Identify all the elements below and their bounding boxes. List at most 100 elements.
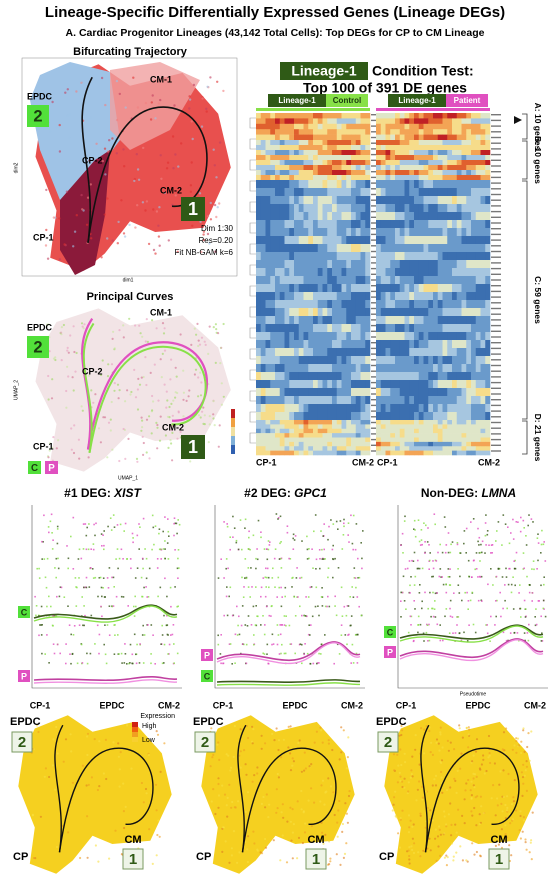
heatmap-cell bbox=[341, 446, 347, 451]
heatmap-cell bbox=[294, 252, 300, 261]
expression-dot bbox=[170, 634, 172, 636]
cell-dot bbox=[275, 788, 278, 791]
heatmap-cell bbox=[404, 140, 410, 146]
heatmap-cell bbox=[485, 145, 491, 151]
cell-dot bbox=[94, 393, 97, 396]
heatmap-cell bbox=[303, 424, 309, 430]
heatmap-cell bbox=[404, 188, 410, 197]
heatmap-cell bbox=[313, 324, 319, 333]
cell-dot bbox=[199, 394, 203, 397]
expression-dot bbox=[348, 633, 350, 636]
heatmap-cell bbox=[461, 316, 467, 325]
cell-dot bbox=[133, 368, 136, 371]
heatmap-cell bbox=[346, 380, 352, 389]
heatmap-cell bbox=[336, 316, 342, 325]
heatmap-cell bbox=[485, 433, 491, 438]
heatmap-cell bbox=[437, 450, 443, 456]
label: P bbox=[48, 463, 55, 474]
heatmap-cell bbox=[399, 356, 405, 365]
expression-dot bbox=[247, 567, 250, 569]
heatmap-cell bbox=[485, 424, 491, 430]
heatmap-cell bbox=[471, 118, 477, 125]
heatmap-cell bbox=[428, 113, 434, 119]
label: Condition Test: bbox=[372, 63, 474, 79]
heatmap-cell bbox=[346, 204, 352, 213]
cell-dot bbox=[52, 93, 56, 96]
heatmap-cell bbox=[418, 308, 424, 317]
cell-dot bbox=[523, 774, 526, 777]
heatmap-cell bbox=[480, 165, 486, 171]
expression-dot bbox=[60, 586, 63, 589]
cell-dot bbox=[303, 751, 306, 754]
expression-dot bbox=[252, 605, 255, 608]
heatmap-cell bbox=[433, 123, 439, 130]
heatmap-cell bbox=[284, 420, 290, 425]
heatmap-cell bbox=[452, 155, 458, 161]
cell-dot bbox=[420, 727, 423, 730]
expression-dot bbox=[518, 639, 520, 642]
expression-dot bbox=[271, 577, 274, 579]
expression-dot bbox=[271, 633, 274, 636]
expression-dot bbox=[326, 605, 328, 608]
heatmap-cell bbox=[452, 113, 458, 119]
expression-dot bbox=[231, 663, 233, 665]
expression-dot bbox=[512, 538, 515, 540]
heatmap-cell bbox=[409, 129, 415, 135]
expression-dot bbox=[544, 615, 547, 618]
cell-dot bbox=[277, 776, 280, 779]
cell-dot bbox=[280, 811, 283, 814]
cell-dot bbox=[75, 214, 79, 217]
heatmap-cell bbox=[385, 244, 391, 253]
heatmap-cell bbox=[399, 244, 405, 253]
cell-dot bbox=[43, 775, 46, 778]
heatmap-cell bbox=[360, 260, 366, 269]
expression-dot bbox=[256, 558, 259, 561]
heatmap-cell bbox=[452, 170, 458, 176]
cell-dot bbox=[419, 814, 422, 817]
heatmap-cell bbox=[447, 123, 453, 130]
heatmap-cell bbox=[399, 160, 405, 166]
expression-dot bbox=[150, 624, 153, 626]
expression-dot bbox=[81, 662, 84, 664]
heatmap-cell bbox=[471, 388, 477, 397]
expression-dot bbox=[52, 539, 54, 541]
heatmap-cell bbox=[270, 308, 276, 317]
heatmap-cell bbox=[414, 324, 420, 333]
cell-dot bbox=[264, 806, 267, 809]
heatmap-cell bbox=[466, 424, 472, 430]
expression-dot bbox=[414, 535, 417, 538]
expression-dot bbox=[279, 515, 282, 518]
expression-dot bbox=[322, 558, 325, 560]
heatmap-cell bbox=[355, 437, 361, 443]
heatmap-cell bbox=[437, 196, 443, 205]
heatmap-cell bbox=[475, 388, 481, 397]
heatmap-cell bbox=[376, 129, 382, 135]
heatmap-cell bbox=[289, 204, 295, 213]
cell-dot bbox=[440, 776, 443, 779]
gene-name-tick bbox=[491, 399, 501, 401]
cell-dot bbox=[142, 146, 145, 150]
heatmap-cell bbox=[380, 252, 386, 261]
cell-dot bbox=[445, 864, 448, 867]
expression-dot bbox=[276, 624, 279, 626]
cell-dot bbox=[407, 790, 410, 793]
heatmap-cell bbox=[332, 188, 338, 197]
cell-dot bbox=[292, 823, 295, 826]
expression-dot bbox=[105, 662, 108, 665]
heatmap-cell bbox=[399, 134, 405, 141]
expression-dot bbox=[166, 614, 168, 617]
heatmap-cell bbox=[480, 428, 486, 434]
cell-dot bbox=[319, 800, 322, 803]
heatmap-cell bbox=[332, 316, 338, 325]
heatmap-cell bbox=[265, 420, 271, 425]
heatmap-cell bbox=[317, 196, 323, 205]
heatmap-cell bbox=[265, 175, 271, 181]
heatmap-cell bbox=[355, 388, 361, 397]
cell-dot bbox=[108, 857, 111, 860]
heatmap-cell bbox=[423, 260, 429, 269]
heatmap-cell bbox=[275, 129, 281, 135]
cell-dot bbox=[428, 729, 431, 733]
heatmap-cell bbox=[452, 160, 458, 166]
heatmap-cell bbox=[418, 292, 424, 301]
heatmap-cell bbox=[270, 150, 276, 156]
